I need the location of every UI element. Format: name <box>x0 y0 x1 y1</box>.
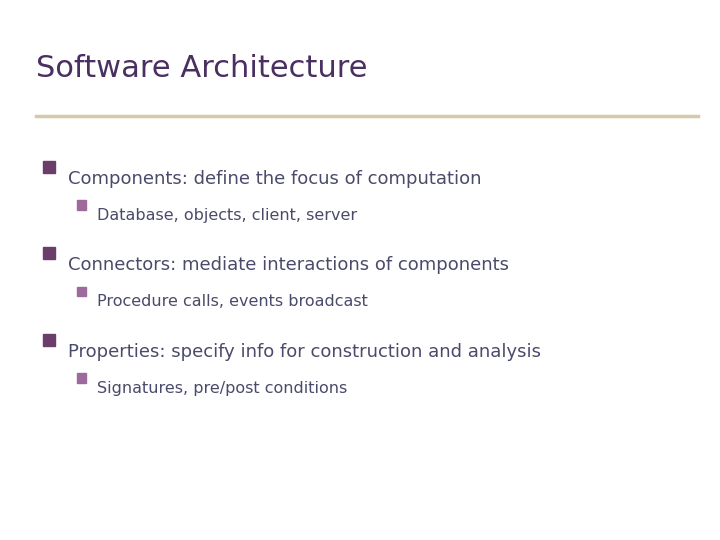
Text: Components: define the focus of computation: Components: define the focus of computat… <box>68 170 482 188</box>
FancyBboxPatch shape <box>43 161 55 173</box>
Text: Procedure calls, events broadcast: Procedure calls, events broadcast <box>97 294 368 309</box>
Text: Signatures, pre/post conditions: Signatures, pre/post conditions <box>97 381 348 396</box>
FancyBboxPatch shape <box>77 200 86 210</box>
FancyBboxPatch shape <box>77 373 86 383</box>
Text: Connectors: mediate interactions of components: Connectors: mediate interactions of comp… <box>68 256 510 274</box>
Text: Database, objects, client, server: Database, objects, client, server <box>97 208 357 223</box>
FancyBboxPatch shape <box>43 334 55 346</box>
FancyBboxPatch shape <box>77 287 86 296</box>
Text: Properties: specify info for construction and analysis: Properties: specify info for constructio… <box>68 343 541 361</box>
Text: Software Architecture: Software Architecture <box>36 54 367 83</box>
FancyBboxPatch shape <box>43 247 55 259</box>
